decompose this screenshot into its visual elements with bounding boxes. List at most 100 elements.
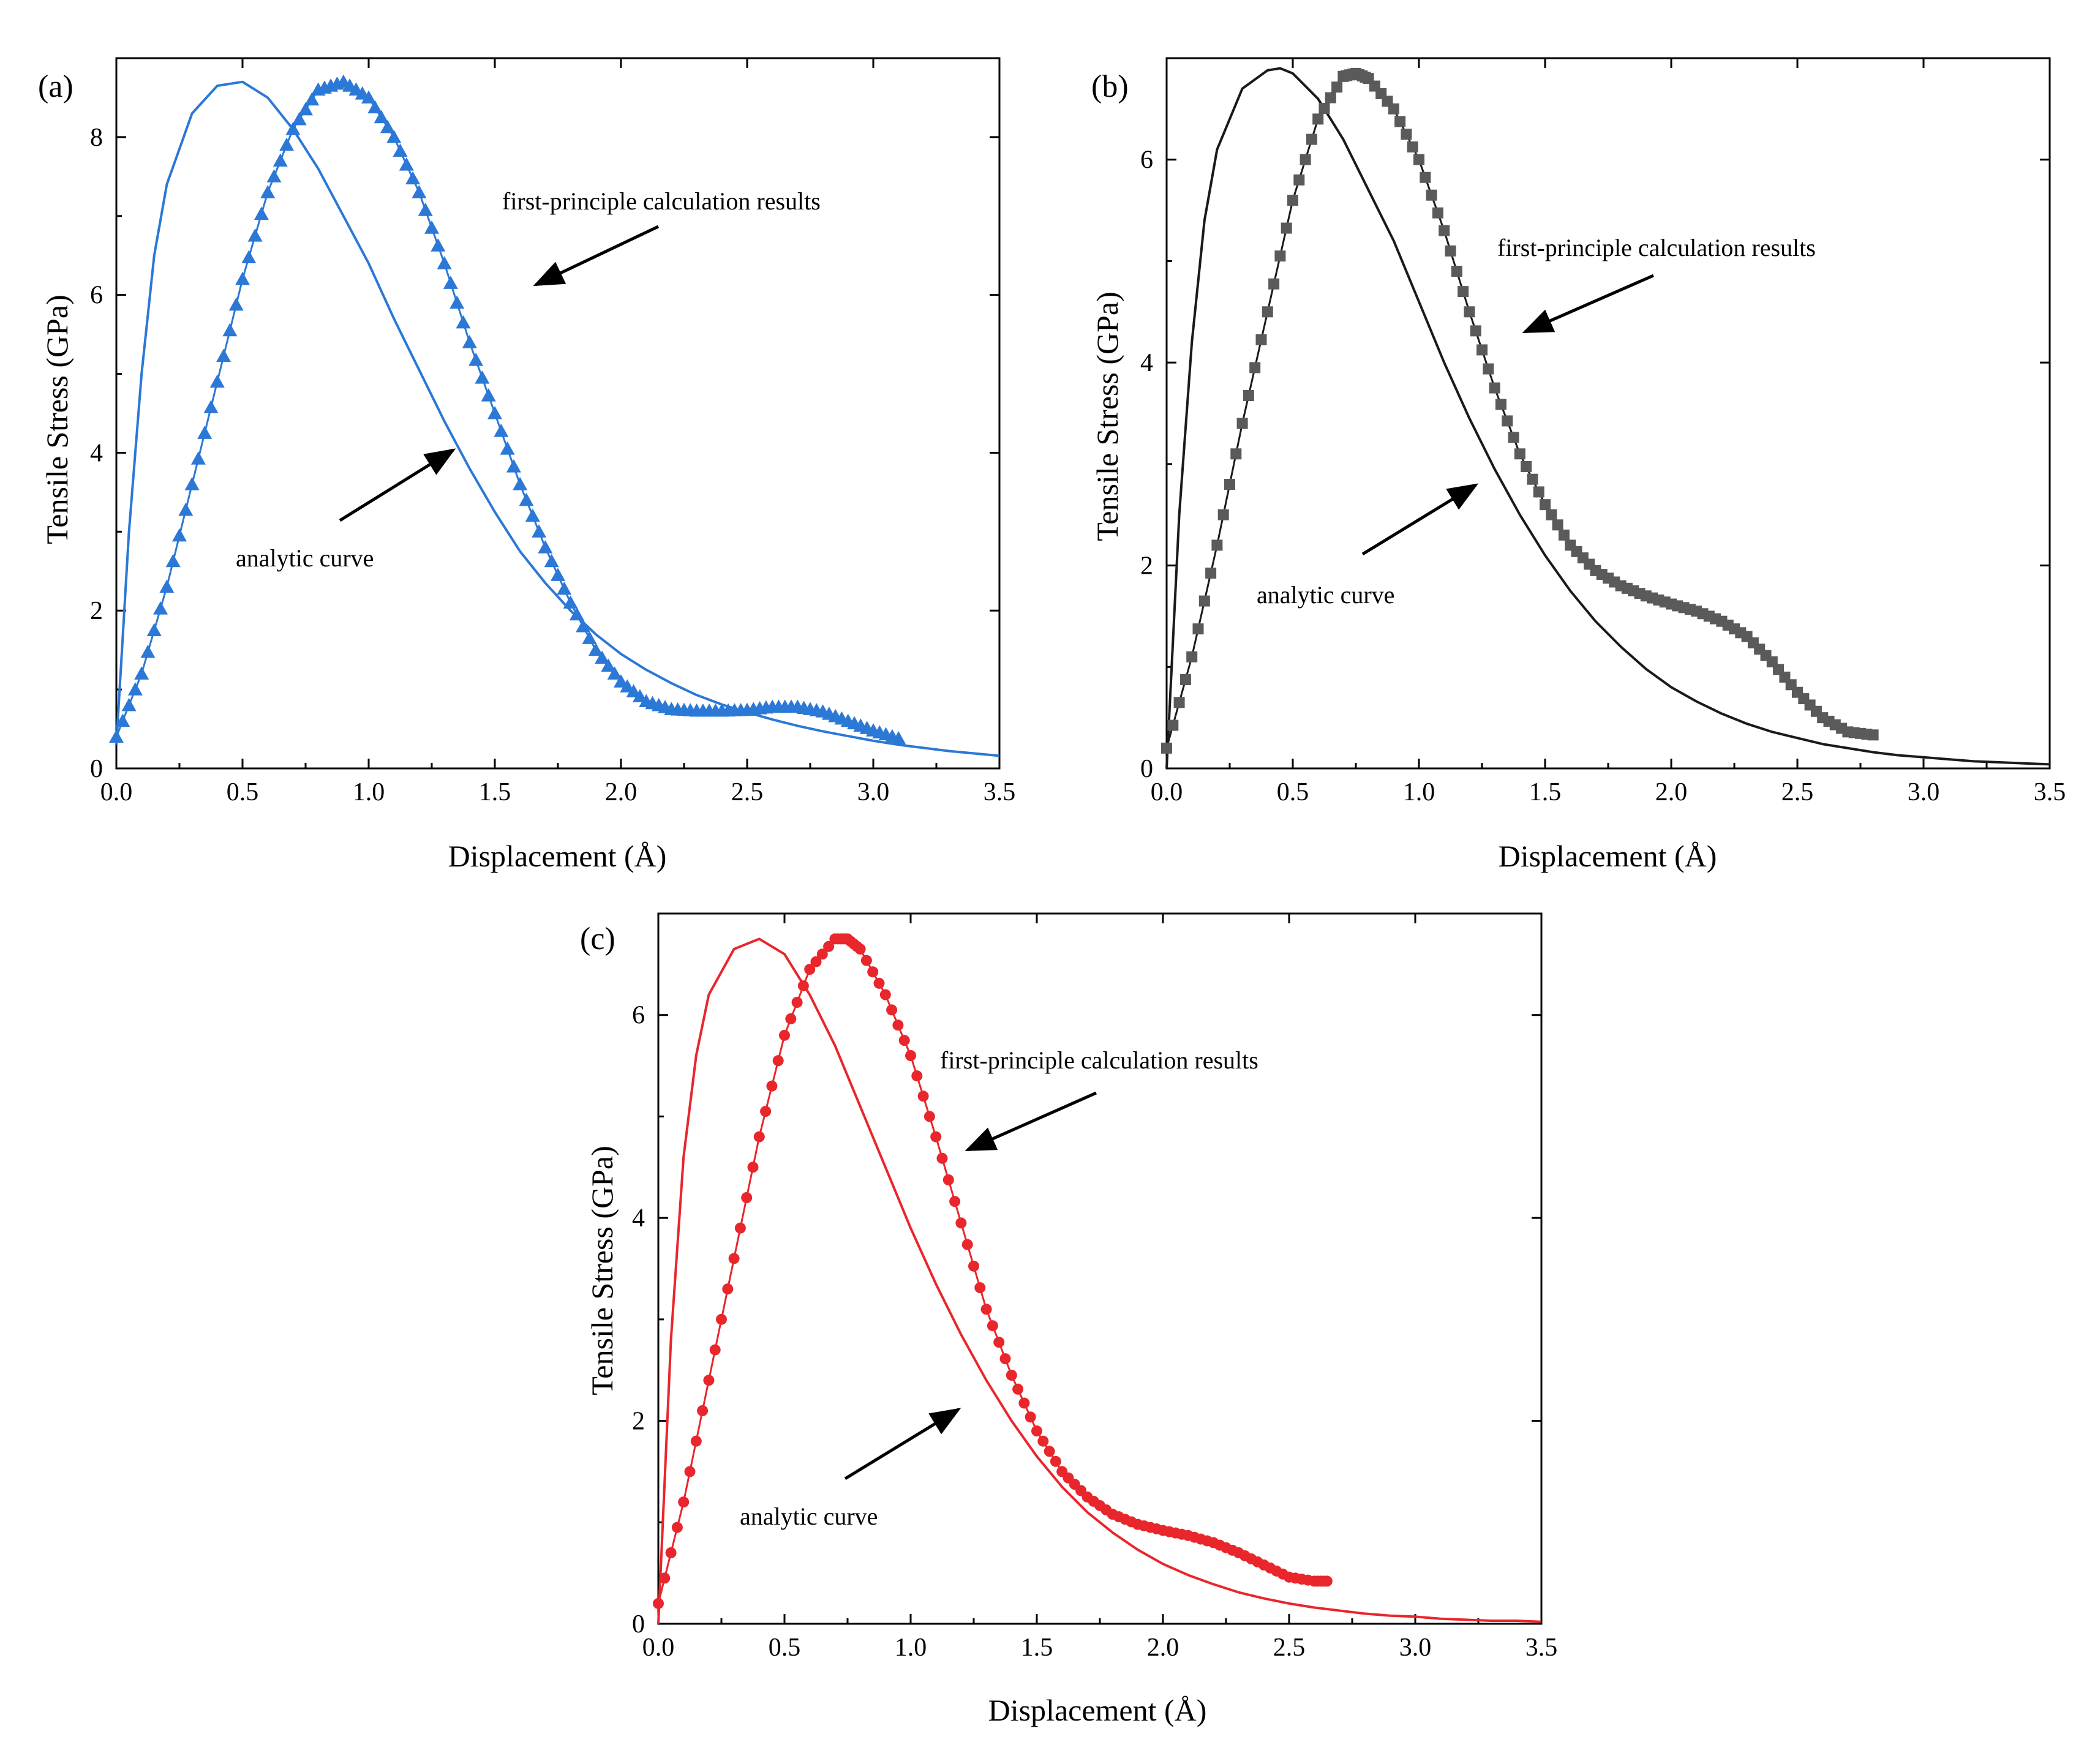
data-point-20 <box>1287 195 1298 206</box>
panel-b: (b) 0.0 0.5 1.0 1.5 2.0 2.5 3.0 3.5 0 2 4 6 Displac… <box>1090 57 2066 873</box>
x-axis-title: Displacement (Å) <box>988 1693 1207 1727</box>
data-point-4 <box>1186 651 1198 662</box>
x-tick-label: 0.5 <box>769 1634 801 1662</box>
y-tick-label: 4 <box>90 439 103 467</box>
data-point-116 <box>1867 729 1879 741</box>
data-point-44 <box>905 1050 916 1061</box>
data-point-6 <box>1198 595 1210 607</box>
data-point-18 <box>222 323 238 337</box>
data-point-63 <box>1025 1411 1036 1423</box>
data-point-11 <box>1230 448 1242 460</box>
data-point-17 <box>1268 278 1280 290</box>
data-point-43 <box>380 119 395 133</box>
data-point-60 <box>1006 1370 1017 1381</box>
data-point-14 <box>197 426 213 439</box>
data-point-64 <box>1540 499 1551 511</box>
data-point-124 <box>891 731 906 745</box>
data-point-10 <box>1224 479 1235 490</box>
data-point-54 <box>968 1260 979 1272</box>
data-point-0 <box>653 1597 664 1609</box>
data-point-47 <box>924 1111 935 1122</box>
data-point-51 <box>1458 286 1469 298</box>
data-point-22 <box>247 228 263 242</box>
data-point-30 <box>298 102 313 116</box>
data-point-41 <box>886 1004 898 1016</box>
data-point-112 <box>1321 1575 1333 1587</box>
data-point-65 <box>1037 1435 1049 1447</box>
data-point-41 <box>1394 116 1406 127</box>
data-point-14 <box>741 1192 753 1203</box>
data-point-55 <box>1483 363 1494 375</box>
data-point-18 <box>1274 250 1286 262</box>
data-point-11 <box>178 502 194 516</box>
data-point-16 <box>1262 306 1273 318</box>
y-tick-label: 0 <box>1140 755 1153 783</box>
data-point-77 <box>595 650 610 664</box>
data-point-52 <box>1464 306 1475 318</box>
x-tick-label: 3.5 <box>2034 778 2066 806</box>
data-point-78 <box>601 658 616 672</box>
data-point-67 <box>1050 1455 1061 1467</box>
data-point-25 <box>266 169 282 182</box>
data-point-24 <box>260 185 276 198</box>
data-point-59 <box>481 388 496 402</box>
data-point-39 <box>873 977 885 989</box>
data-point-51 <box>949 1196 961 1207</box>
y-tick-label: 6 <box>632 1002 645 1030</box>
x-tick-label: 3.0 <box>1908 778 1940 806</box>
data-point-55 <box>974 1282 986 1294</box>
data-point-46 <box>399 157 414 171</box>
data-point-4 <box>678 1496 690 1508</box>
data-point-5 <box>1192 623 1204 635</box>
data-point-6 <box>146 623 162 637</box>
data-point-25 <box>810 956 822 967</box>
data-point-37 <box>860 955 872 966</box>
data-point-10 <box>172 528 187 542</box>
data-point-60 <box>487 406 502 419</box>
y-axis-title: Tensile Stress (GPa) <box>40 295 74 544</box>
data-point-36 <box>854 944 866 955</box>
data-point-41 <box>367 100 383 114</box>
data-point-74 <box>576 619 591 632</box>
data-point-1 <box>659 1572 671 1584</box>
data-point-64 <box>1031 1425 1042 1437</box>
data-point-45 <box>393 143 408 157</box>
panel-c: (c) 0.0 0.5 1.0 1.5 2.0 2.5 3.0 3.5 0 2 4 6 Displac… <box>580 912 1558 1727</box>
data-point-9 <box>165 554 181 568</box>
data-point-1 <box>1167 719 1179 731</box>
data-point-56 <box>980 1304 992 1315</box>
data-point-40 <box>361 90 376 104</box>
data-point-65 <box>1546 509 1557 520</box>
data-point-45 <box>911 1070 923 1082</box>
arrow-analytic <box>339 448 456 522</box>
panel-label: (b) <box>1091 69 1129 104</box>
data-point-53 <box>443 276 458 289</box>
data-point-65 <box>519 492 534 506</box>
data-point-23 <box>1306 133 1317 145</box>
y-tick-label: 8 <box>90 124 103 152</box>
data-point-70 <box>551 568 565 581</box>
y-tick-label: 6 <box>1140 146 1153 175</box>
data-point-2 <box>665 1547 677 1558</box>
y-tick-label: 6 <box>90 282 103 310</box>
x-tick-label: 2.5 <box>731 778 764 806</box>
data-point-13 <box>1243 390 1254 401</box>
data-point-7 <box>1205 568 1217 579</box>
x-tick-label: 2.0 <box>605 778 638 806</box>
arrow-analytic <box>1361 483 1479 556</box>
data-point-13 <box>734 1222 746 1234</box>
data-point-15 <box>203 400 219 413</box>
data-point-26 <box>273 153 288 167</box>
x-tick-label: 3.0 <box>857 778 890 806</box>
data-point-48 <box>412 185 427 198</box>
data-point-21 <box>241 250 257 264</box>
x-axis-title: Displacement (Å) <box>1499 839 1717 873</box>
data-point-11 <box>722 1283 734 1295</box>
data-point-42 <box>374 110 389 124</box>
data-point-12 <box>184 477 200 490</box>
data-point-49 <box>1445 245 1456 257</box>
x-tick-label: 3.5 <box>1525 1634 1558 1662</box>
data-point-22 <box>1300 154 1311 165</box>
analytic-curve-line <box>657 937 1542 1624</box>
y-tick-label: 2 <box>1140 552 1153 580</box>
